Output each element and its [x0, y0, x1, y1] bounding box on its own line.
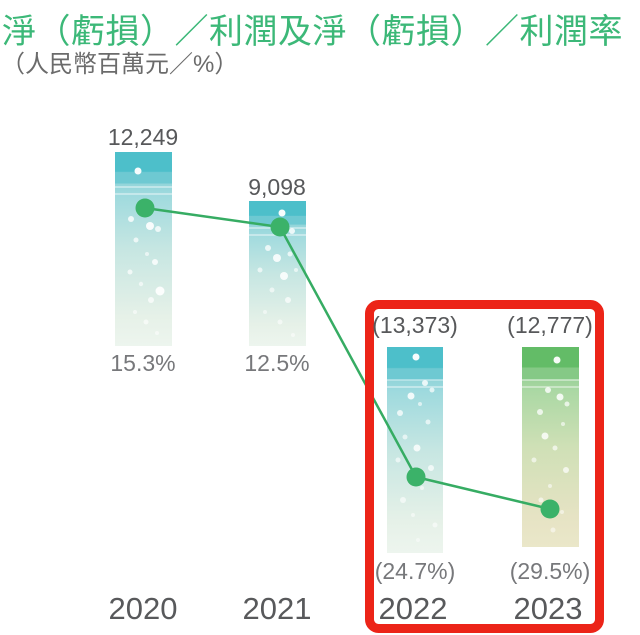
bar-surface-stripes	[115, 186, 579, 388]
highlight-box	[365, 300, 604, 633]
pct-label-2021: 12.5%	[244, 350, 310, 376]
bar-2020	[115, 152, 172, 346]
trend-dot-2020	[135, 198, 155, 218]
value-label-2023: (12,777)	[507, 312, 593, 338]
value-label-2020: 12,249	[107, 124, 179, 150]
pct-label-2022: (24.7%)	[374, 558, 456, 584]
bar-bubbles-2023	[531, 356, 570, 533]
axis-label-2020: 2020	[108, 591, 178, 626]
value-label-2021: 9,098	[248, 174, 306, 200]
pct-label-2020: 15.3%	[110, 350, 176, 376]
chart-title: 淨（虧損）／利潤及淨（虧損）／利潤率	[2, 13, 623, 51]
trend-line	[144, 206, 551, 511]
chart-subtitle: （人民幣百萬元／%）	[1, 51, 239, 78]
trend-dot-2023	[540, 499, 560, 519]
trend-dot-2021	[270, 217, 290, 237]
value-label-2022: (13,373)	[372, 312, 458, 338]
axis-label-2023: 2023	[513, 591, 583, 626]
bar-bubbles-2021	[257, 209, 298, 337]
axis-label-2021: 2021	[242, 591, 312, 626]
axis-label-2022: 2022	[378, 591, 448, 626]
bar-bubbles-2020	[127, 167, 165, 335]
trend-dot-2022	[406, 467, 426, 487]
pct-label-2023: (29.5%)	[509, 558, 591, 584]
bar-bubbles-2022	[395, 353, 438, 542]
trend-dots	[135, 198, 560, 519]
